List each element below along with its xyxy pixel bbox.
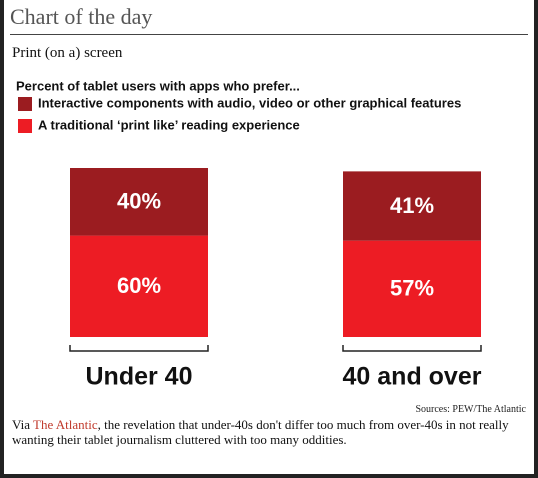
value-label: 60% [117,273,161,298]
caption-text: , the revelation that under-40s don't di… [12,417,509,447]
caption: Via The Atlantic, the revelation that un… [12,417,527,447]
bar-segment [70,235,208,337]
value-label: 57% [390,276,434,301]
header-rule [10,34,528,35]
subtitle: Print (on a) screen [12,45,123,61]
bar-segment [343,240,481,337]
legend-label: Interactive components with audio, video… [38,95,461,110]
header-title: Chart of the day [10,4,153,29]
category-bracket [342,345,482,352]
legend-label: A traditional ‘print like’ reading exper… [38,117,300,132]
x-tick-label: Under 40 [86,363,193,391]
value-label: 40% [117,189,161,214]
value-label: 41% [390,193,434,218]
caption-link[interactable]: The Atlantic [33,417,98,432]
legend-title: Percent of tablet users with apps who pr… [16,78,300,93]
legend-swatch [18,119,32,133]
x-tick-label: 40 and over [343,363,482,391]
bar-segment [343,171,481,241]
category-bracket [69,345,209,352]
source: Sources: PEW/The Atlantic [415,404,526,415]
chart: Percent of tablet users with apps who pr… [16,78,482,391]
bar-segment [70,168,208,236]
legend-swatch [18,97,32,111]
caption-prefix: Via [12,417,30,432]
